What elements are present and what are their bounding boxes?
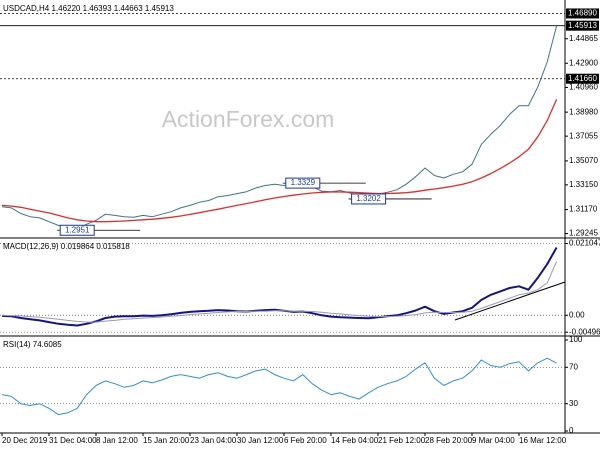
price-label: 1.46890 [568, 9, 597, 18]
x-tick-label: 15 Jan 20:00 [143, 436, 190, 445]
x-tick-label: 6 Feb 20:00 [284, 436, 327, 445]
x-tick-label: 30 Jan 12:00 [237, 436, 284, 445]
panel-title: RSI(14) 74.6085 [3, 340, 62, 349]
price-label: 1.45913 [568, 21, 597, 30]
y-tick-label: -0.004961 [569, 327, 600, 336]
watermark: ActionForex.com [162, 106, 335, 132]
y-tick-label: 30 [569, 399, 578, 408]
annotation-box [351, 193, 387, 205]
y-tick-label: 1.33150 [569, 180, 598, 189]
annotation-box [59, 224, 95, 236]
series-line [1, 357, 557, 416]
panel-title: USDCAD,H4 1.46220 1.46393 1.44663 1.4591… [3, 4, 174, 13]
x-tick-label: 14 Feb 04:00 [331, 436, 379, 445]
y-tick-label: 0 [569, 426, 574, 435]
trend-line [454, 281, 566, 321]
series-line [1, 99, 558, 223]
price-label-box [566, 73, 599, 84]
y-tick-label: 70 [569, 362, 578, 371]
price-label-box [566, 8, 599, 19]
y-tick-label: 1.37055 [569, 131, 598, 140]
panel-title: MACD(12,26,9) 0.019864 0.015818 [3, 242, 130, 251]
price-label-box [566, 20, 599, 31]
y-tick-label: 1.42900 [569, 58, 598, 67]
series-line [1, 261, 558, 323]
x-tick-label: 21 Feb 12:00 [378, 436, 426, 445]
y-tick-label: 1.38980 [569, 107, 598, 116]
annotation-label: 1.2951 [65, 225, 90, 234]
y-tick-label: 0.021047 [569, 239, 600, 248]
x-tick-label: 16 Mar 12:00 [519, 436, 567, 445]
y-tick-label: 1.44865 [569, 34, 598, 43]
y-tick-label: 1.35070 [569, 156, 598, 165]
x-tick-label: 23 Jan 04:00 [190, 436, 237, 445]
y-tick-label: 100 [569, 335, 583, 344]
y-tick-label: 0.00 [569, 310, 585, 319]
x-tick-label: 20 Dec 2019 [2, 436, 48, 445]
annotation-label: 1.3202 [356, 194, 381, 203]
annotation-label: 1.3329 [291, 178, 316, 187]
x-tick-label: 28 Feb 20:00 [425, 436, 473, 445]
annotation-box [285, 177, 321, 189]
x-tick-label: 8 Jan 12:00 [96, 436, 138, 445]
x-tick-label: 31 Dec 04:00 [49, 436, 97, 445]
y-tick-label: 1.31170 [569, 205, 598, 214]
price-label: 1.41660 [568, 74, 597, 83]
y-tick-label: 1.29245 [569, 229, 598, 238]
y-tick-label: 1.40960 [569, 83, 598, 92]
x-tick-label: 9 Mar 04:00 [472, 436, 515, 445]
